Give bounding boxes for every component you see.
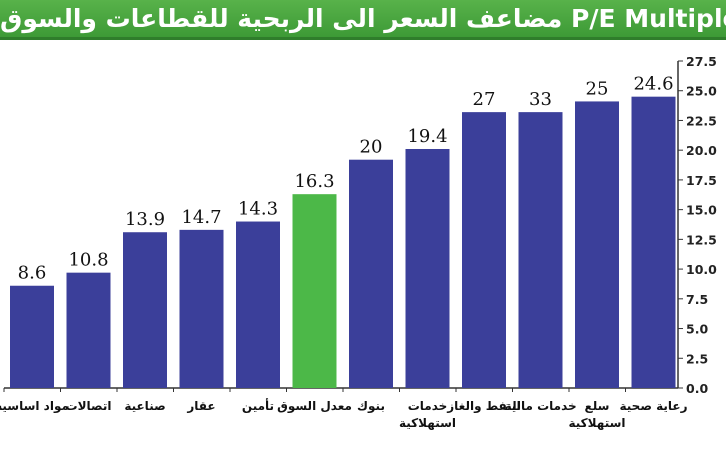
- category-label: معدل السوق: [277, 399, 352, 414]
- data-label: 20: [360, 137, 383, 158]
- category-label: صناعية: [124, 399, 165, 413]
- data-label: 25: [586, 78, 609, 99]
- bar: [10, 286, 54, 388]
- category-label: اتصالات: [66, 399, 112, 413]
- data-label: 8.6: [18, 263, 47, 284]
- category-label: خدمات مالية: [504, 399, 576, 413]
- bar: [349, 160, 393, 388]
- category-label: تأمين: [242, 398, 274, 413]
- data-label: 16.3: [294, 171, 334, 192]
- y-tick-label: 27.5: [686, 54, 717, 69]
- y-tick-label: 20.0: [686, 143, 717, 158]
- y-tick-label: 10.0: [686, 262, 717, 277]
- bar: [632, 97, 676, 388]
- y-tick-label: 7.5: [686, 292, 708, 307]
- bar: [293, 194, 337, 388]
- data-label: 33: [529, 89, 552, 110]
- bar: [575, 101, 619, 388]
- data-label: 13.9: [125, 209, 165, 230]
- y-tick-label: 17.5: [686, 173, 717, 188]
- bar: [462, 112, 506, 388]
- y-tick-label: 5.0: [686, 322, 708, 337]
- data-label: 14.7: [181, 207, 221, 228]
- bar: [236, 222, 280, 388]
- data-label: 19.4: [407, 126, 447, 147]
- y-tick-label: 25.0: [686, 84, 717, 99]
- data-label: 24.6: [633, 74, 673, 95]
- category-label: مواد اساسية: [0, 399, 69, 414]
- bar: [67, 273, 111, 388]
- bar: [406, 149, 450, 388]
- y-tick-label: 15.0: [686, 203, 717, 218]
- bar: [519, 112, 563, 388]
- y-tick-label: 12.5: [686, 232, 717, 247]
- category-label: بنوك: [357, 399, 385, 414]
- y-tick-label: 0.0: [686, 381, 708, 396]
- data-label: 14.3: [238, 199, 278, 220]
- category-label: عقار: [186, 399, 215, 413]
- y-tick-label: 22.5: [686, 113, 717, 128]
- category-label: رعاية صحية: [620, 399, 688, 413]
- bar: [123, 232, 167, 388]
- y-tick-label: 2.5: [686, 351, 708, 366]
- bar: [180, 230, 224, 388]
- data-label: 10.8: [68, 250, 108, 271]
- data-label: 27: [473, 89, 496, 110]
- category-label: سلع استهلاكية: [569, 399, 626, 430]
